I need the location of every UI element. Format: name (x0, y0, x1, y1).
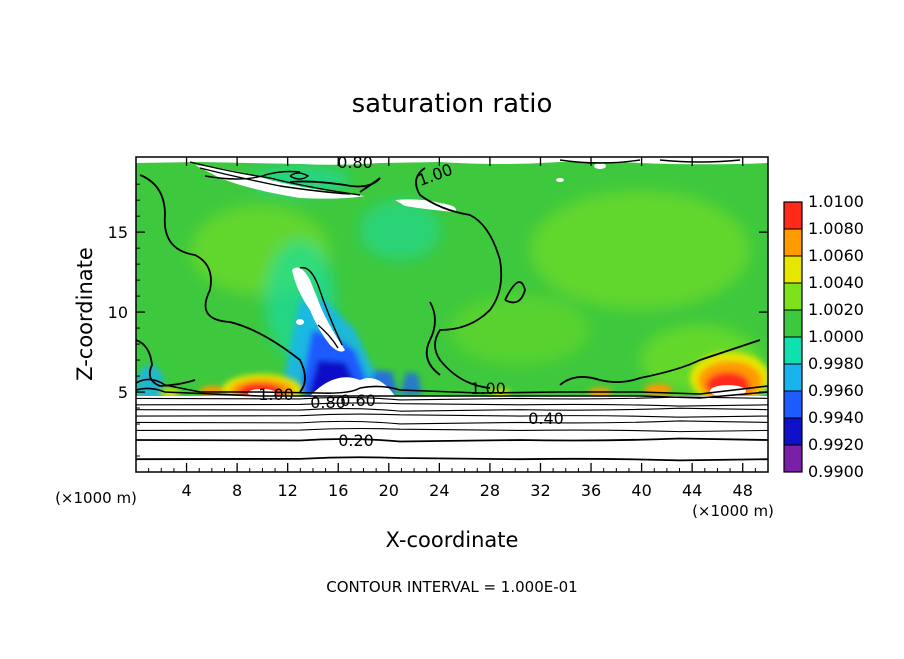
contour-label-060-surface: 0.60 (340, 391, 376, 410)
cloud-dot (296, 319, 304, 325)
contour-1-00-lowleft (136, 339, 196, 387)
x-tick-label: 16 (328, 481, 348, 500)
colorbar-swatch (784, 202, 802, 229)
lower-isoline (136, 413, 768, 418)
x-unit-right: (×1000 m) (692, 502, 774, 520)
lower-isoline (136, 402, 768, 407)
x-tick-label: 8 (232, 481, 242, 500)
x-axis: 4 8 12 16 20 24 28 32 36 40 44 48 (148, 157, 756, 500)
colorbar-swatch (784, 364, 802, 391)
cloud-dot (594, 163, 606, 169)
colorbar-swatch (784, 445, 802, 472)
upper-cloud-contours (189, 159, 741, 349)
cloud-dot (556, 178, 564, 182)
colorbar-label: 0.9900 (808, 462, 864, 481)
lower-isoline (136, 420, 768, 425)
cloud-contour (189, 161, 361, 196)
field-patch (530, 190, 750, 310)
colorbar-swatch (784, 418, 802, 445)
cloud-upper-lens (395, 199, 456, 212)
colorbar-swatch (784, 256, 802, 283)
x-tick-label: 32 (530, 481, 550, 500)
cloud-top-band (136, 157, 768, 165)
lower-isoline (136, 456, 768, 462)
cloud-contour (199, 167, 351, 195)
contour-1-00-left (139, 174, 306, 393)
surface-contour (136, 387, 768, 399)
warm-blob-small (644, 384, 672, 396)
x-tick-label: 28 (480, 481, 500, 500)
x-unit-left: (×1000 m) (55, 489, 137, 507)
colorbar-label: 0.9920 (808, 435, 864, 454)
colorbar-label: 1.0060 (808, 246, 864, 265)
colorbar-label: 0.9940 (808, 408, 864, 427)
x-tick-label: 44 (682, 481, 702, 500)
contour-1-00-right (504, 281, 526, 304)
y-tick-label: 5 (118, 383, 128, 402)
contour-1-00-vertical (425, 301, 441, 376)
field-patch (450, 295, 590, 365)
cloud-contour (204, 170, 301, 180)
contour-1-00-loop (359, 177, 381, 193)
colorbar-label: 0.9980 (808, 354, 864, 373)
x-tick-label: 48 (733, 481, 753, 500)
y-axis: 5 10 15 (108, 183, 768, 457)
contour-lines (136, 167, 761, 393)
x-tick-label: 24 (429, 481, 449, 500)
colorbar-swatch (784, 283, 802, 310)
colorbar-label: 1.0040 (808, 273, 864, 292)
contour-label-100-left: 1.00 (258, 385, 294, 404)
cloud-contour (289, 172, 310, 180)
colorbar: 0.9900 0.9920 0.9940 0.9960 0.9980 1.0000 1.00… (783, 192, 864, 481)
y-tick-label: 10 (108, 303, 128, 322)
lower-isoline (136, 427, 768, 433)
colorbar-label: 0.9960 (808, 381, 864, 400)
surface-contours (136, 378, 768, 399)
surface-contour (136, 378, 768, 395)
chart-title: saturation ratio (352, 89, 553, 119)
colorbar-swatch (784, 310, 802, 337)
surface-bump-white (310, 377, 395, 396)
lower-isolines (136, 396, 768, 462)
column-cyan-2 (136, 365, 164, 405)
contour-label-040: 0.40 (528, 409, 564, 428)
lower-isoline (136, 437, 768, 443)
field-patch (360, 200, 440, 260)
contour-interval-note: CONTOUR INTERVAL = 1.000E-01 (326, 578, 577, 596)
y-tick-label: 15 (108, 223, 128, 242)
cloud-upper-tongue (195, 165, 365, 199)
contour-label-100-center: 1.00 (470, 379, 506, 398)
colorbar-swatch (784, 229, 802, 256)
x-tick-label: 12 (278, 481, 298, 500)
cloud-contour (317, 324, 339, 349)
lower-isoline (136, 396, 768, 401)
x-axis-label: X-coordinate (386, 528, 519, 552)
colorbar-swatch (784, 391, 802, 418)
colorbar-label: 1.0100 (808, 192, 864, 211)
cloud-contour (299, 266, 343, 346)
lower-isoline (136, 407, 768, 412)
contour-label-020: 0.20 (338, 431, 374, 450)
x-tick-label: 20 (379, 481, 399, 500)
colorbar-label: 1.0080 (808, 219, 864, 238)
x-tick-label: 4 (181, 481, 191, 500)
x-tick-label: 40 (631, 481, 651, 500)
colorbar-label: 1.0000 (808, 327, 864, 346)
colorbar-swatch (784, 337, 802, 364)
y-axis-label: Z-coordinate (73, 247, 97, 381)
column-blue-3 (400, 372, 422, 395)
colorbar-label: 1.0020 (808, 300, 864, 319)
contour-1-00-lowright (559, 339, 761, 386)
cloud-contour (559, 159, 741, 164)
x-tick-label: 36 (581, 481, 601, 500)
contour-label-080-top: 0.80 (337, 153, 373, 172)
contour-label-080-surface: 0.80 (310, 393, 346, 412)
plot-area (136, 157, 768, 472)
contour-labels: 0.80 1.00 1.00 0.80 0.60 1.00 0.40 0.20 (258, 153, 564, 450)
cloud-streak (292, 267, 345, 352)
